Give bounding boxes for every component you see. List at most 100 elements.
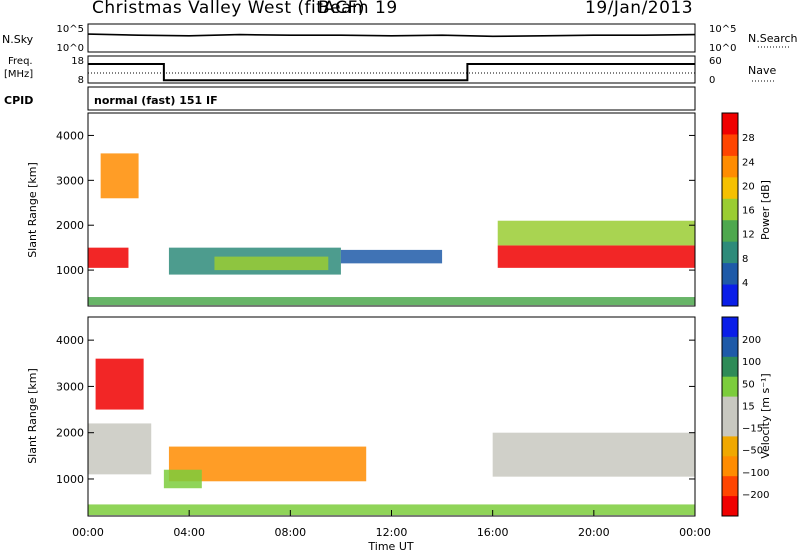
noise-panel: N.Sky 10^5 10^0 10^5 10^0 N.Search bbox=[2, 23, 798, 54]
velocity-colorbar-swatch-3 bbox=[722, 376, 738, 398]
velocity-ytick-label-0: 1000 bbox=[56, 473, 84, 486]
freq-left-tick-top: 18 bbox=[71, 56, 84, 67]
cpid-label: CPID bbox=[4, 94, 33, 107]
velocity-xtick-label-2: 08:00 bbox=[274, 526, 306, 539]
power-colorbar-swatch-8 bbox=[722, 284, 738, 307]
velocity-colorbar-swatch-4 bbox=[722, 396, 738, 417]
velocity-ytick-label-2: 3000 bbox=[56, 380, 84, 393]
freq-panel: Freq. [MHz] 18 8 60 0 Nave bbox=[4, 55, 776, 86]
date-label: 19/Jan/2013 bbox=[585, 0, 694, 18]
power-yaxis-ticks: 1000 2000 3000 4000 bbox=[56, 129, 695, 277]
velocity-region-0 bbox=[88, 423, 152, 475]
velocity-colorbar-tick-1: 100 bbox=[742, 357, 761, 368]
velocity-colorbar-tick-4: −15 bbox=[742, 424, 763, 435]
power-colorbar-swatch-3 bbox=[722, 177, 738, 200]
power-ytick-label-3: 4000 bbox=[56, 129, 84, 142]
power-region-6 bbox=[497, 220, 695, 246]
freq-series-line bbox=[88, 63, 695, 82]
velocity-panel: 1000 2000 3000 4000 Slant Range [km] 200 100… bbox=[26, 316, 772, 553]
cpid-row: CPID normal (fast) 151 IF bbox=[4, 86, 696, 111]
power-region-1 bbox=[100, 153, 139, 199]
power-colorbar-swatch-5 bbox=[722, 220, 738, 243]
noise-right-label: N.Search bbox=[748, 32, 798, 45]
velocity-xtick-label-5: 20:00 bbox=[578, 526, 610, 539]
power-region-3 bbox=[214, 256, 329, 271]
station-title: Christmas Valley West (fitACF) bbox=[92, 0, 366, 18]
power-colorbar-label: Power [dB] bbox=[759, 180, 772, 240]
cpid-frame bbox=[87, 86, 696, 111]
power-region-4 bbox=[340, 249, 443, 264]
beam-label: Beam 19 bbox=[318, 0, 398, 18]
power-region-5 bbox=[497, 245, 695, 268]
velocity-ylabel: Slant Range [km] bbox=[26, 368, 39, 464]
power-colorbar-swatch-2 bbox=[722, 155, 738, 178]
power-ytick-label-1: 2000 bbox=[56, 219, 84, 232]
power-data-layer bbox=[88, 153, 695, 306]
power-colorbar-swatch-1 bbox=[722, 134, 738, 157]
power-colorbar-frame bbox=[721, 112, 739, 307]
freq-left-label-2: [MHz] bbox=[4, 69, 33, 80]
freq-right-tick-bottom: 0 bbox=[709, 75, 715, 86]
velocity-colorbar-tick-2: 50 bbox=[742, 379, 755, 390]
velocity-colorbar-swatch-0 bbox=[722, 317, 738, 338]
power-colorbar-tick-2: 20 bbox=[742, 181, 755, 192]
velocity-xtick-label-0: 00:00 bbox=[72, 526, 104, 539]
velocity-colorbar-swatch-8 bbox=[722, 476, 738, 497]
noise-right-tick-bottom: 10^0 bbox=[709, 43, 736, 54]
velocity-yaxis-ticks: 1000 2000 3000 4000 bbox=[56, 334, 695, 486]
velocity-colorbar-swatch-6 bbox=[722, 436, 738, 457]
cpid-value: normal (fast) 151 IF bbox=[94, 94, 218, 107]
power-colorbar-swatch-4 bbox=[722, 198, 738, 221]
power-region-7 bbox=[88, 297, 695, 306]
velocity-colorbar-tick-7: −200 bbox=[742, 490, 769, 501]
velocity-ytick-label-3: 4000 bbox=[56, 334, 84, 347]
velocity-xtick-label-6: 00:00 bbox=[679, 526, 711, 539]
velocity-region-1 bbox=[95, 358, 144, 410]
velocity-colorbar-label: Velocity [m s⁻¹] bbox=[759, 373, 772, 458]
velocity-xlabel: Time UT bbox=[367, 540, 413, 553]
noise-panel-frame bbox=[87, 23, 696, 53]
power-colorbar-tick-5: 8 bbox=[742, 254, 748, 265]
freq-right-tick-top: 60 bbox=[709, 56, 722, 67]
velocity-xtick-label-3: 12:00 bbox=[376, 526, 408, 539]
noise-series-line bbox=[87, 33, 696, 38]
power-colorbar: 28 24 20 16 12 8 4 bbox=[721, 112, 755, 307]
freq-left-label-1: Freq. bbox=[8, 56, 33, 67]
power-panel-frame bbox=[87, 112, 696, 307]
freq-left-tick-bottom: 8 bbox=[78, 75, 84, 86]
power-panel: 1000 2000 3000 4000 Slant Range [km] 28 24 20… bbox=[26, 112, 772, 307]
noise-left-label: N.Sky bbox=[2, 33, 34, 46]
power-colorbar-tick-3: 16 bbox=[742, 206, 755, 217]
power-region-0 bbox=[88, 247, 129, 268]
velocity-colorbar-tick-3: 15 bbox=[742, 401, 755, 412]
velocity-colorbar-swatch-7 bbox=[722, 456, 738, 477]
velocity-colorbar-frame bbox=[721, 316, 739, 517]
velocity-colorbar-swatch-9 bbox=[722, 496, 738, 517]
freq-right-label: Nave bbox=[748, 64, 776, 77]
power-colorbar-tick-1: 24 bbox=[742, 157, 755, 168]
velocity-data-layer bbox=[88, 358, 695, 516]
power-ylabel: Slant Range [km] bbox=[26, 162, 39, 258]
noise-left-tick-bottom: 10^0 bbox=[57, 43, 84, 54]
velocity-xaxis-ticks: 00:00 04:00 08:00 12:00 16:00 20:00 00:00 bbox=[72, 510, 711, 539]
velocity-colorbar-swatch-2 bbox=[722, 356, 738, 378]
velocity-colorbar-swatch-1 bbox=[722, 336, 738, 358]
velocity-xtick-label-1: 04:00 bbox=[173, 526, 205, 539]
velocity-colorbar-tick-5: −50 bbox=[742, 446, 763, 457]
power-colorbar-swatch-7 bbox=[722, 263, 738, 286]
power-colorbar-swatch-0 bbox=[722, 113, 738, 135]
velocity-region-5 bbox=[88, 504, 695, 516]
power-colorbar-swatch-6 bbox=[722, 241, 738, 264]
velocity-colorbar: 200 100 50 15 −15 −50 −100 −200 bbox=[721, 316, 769, 517]
velocity-region-4 bbox=[492, 432, 695, 477]
power-colorbar-tick-0: 28 bbox=[742, 133, 755, 144]
velocity-colorbar-swatch-5 bbox=[722, 416, 738, 437]
velocity-ytick-label-1: 2000 bbox=[56, 427, 84, 440]
noise-left-tick-top: 10^5 bbox=[57, 24, 84, 35]
velocity-xtick-label-4: 16:00 bbox=[477, 526, 509, 539]
power-colorbar-tick-4: 12 bbox=[742, 230, 755, 241]
velocity-colorbar-tick-0: 200 bbox=[742, 335, 761, 346]
noise-right-tick-top: 10^5 bbox=[709, 24, 736, 35]
power-colorbar-tick-6: 4 bbox=[742, 278, 748, 289]
